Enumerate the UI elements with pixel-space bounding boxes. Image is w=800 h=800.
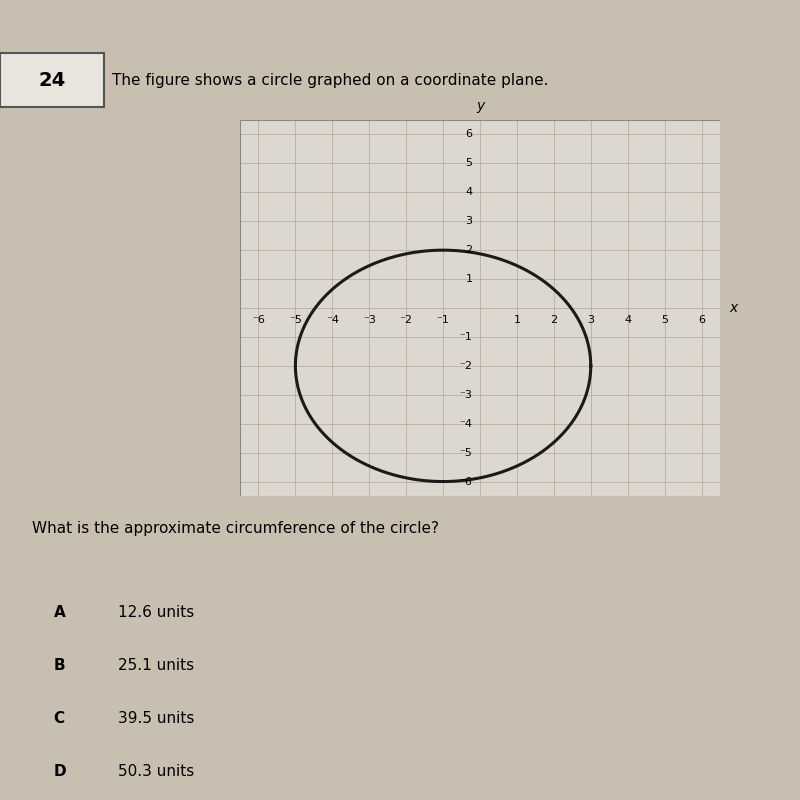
FancyBboxPatch shape [0, 53, 104, 107]
Text: ⁻4: ⁻4 [326, 315, 339, 326]
Text: ⁻2: ⁻2 [400, 315, 413, 326]
Text: 4: 4 [466, 187, 473, 198]
Text: 50.3 units: 50.3 units [118, 764, 194, 778]
Text: 4: 4 [624, 315, 631, 326]
Text: The figure shows a circle graphed on a coordinate plane.: The figure shows a circle graphed on a c… [112, 73, 549, 87]
Text: B: B [54, 658, 66, 673]
Text: 25.1 units: 25.1 units [118, 658, 194, 673]
Text: y: y [476, 98, 484, 113]
Text: 2: 2 [550, 315, 558, 326]
Text: 1: 1 [466, 274, 473, 284]
Text: A: A [54, 606, 66, 620]
Text: 2: 2 [466, 245, 473, 255]
Text: 1: 1 [514, 315, 521, 326]
Text: 6: 6 [698, 315, 705, 326]
Text: ⁻6: ⁻6 [460, 477, 473, 486]
Text: 3: 3 [587, 315, 594, 326]
Text: ⁻4: ⁻4 [460, 418, 473, 429]
Text: What is the approximate circumference of the circle?: What is the approximate circumference of… [32, 521, 439, 535]
Text: ⁻1: ⁻1 [460, 332, 473, 342]
Text: ⁻2: ⁻2 [460, 361, 473, 371]
Text: C: C [54, 711, 65, 726]
Text: ⁻6: ⁻6 [252, 315, 265, 326]
Text: 3: 3 [466, 216, 473, 226]
Text: 5: 5 [661, 315, 668, 326]
Text: ⁻1: ⁻1 [437, 315, 450, 326]
Text: 5: 5 [466, 158, 473, 168]
Text: ⁻3: ⁻3 [362, 315, 376, 326]
Text: ⁻5: ⁻5 [289, 315, 302, 326]
Text: 39.5 units: 39.5 units [118, 711, 194, 726]
Text: 12.6 units: 12.6 units [118, 606, 194, 620]
Text: 24: 24 [38, 70, 66, 90]
Text: 6: 6 [466, 130, 473, 139]
Text: D: D [54, 764, 66, 778]
Text: ⁻3: ⁻3 [460, 390, 473, 400]
Text: x: x [730, 301, 738, 315]
Text: ⁻5: ⁻5 [460, 448, 473, 458]
